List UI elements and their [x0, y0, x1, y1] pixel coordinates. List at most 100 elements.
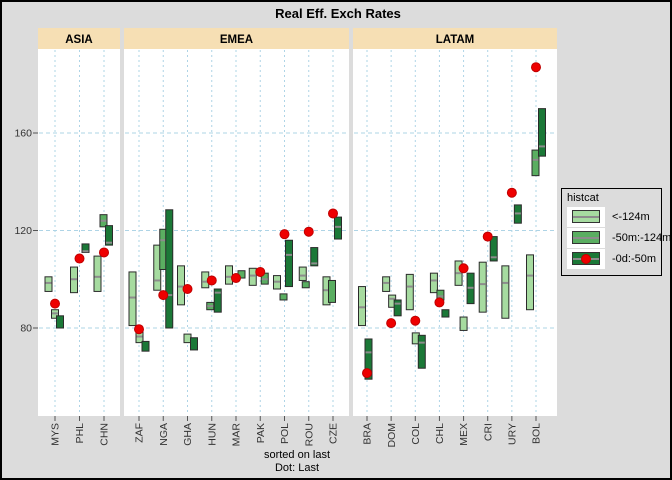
- range-box-light-rou: [298, 266, 307, 281]
- chart-title: Real Eff. Exch Rates: [275, 6, 401, 21]
- legend-items: <-124m -50m:-124m -0d:-50m: [562, 206, 670, 269]
- facet-strip-asia: [38, 28, 120, 49]
- x-axis-label-mar: MAR: [231, 423, 243, 447]
- x-axis-label-bol: BOL: [531, 423, 543, 444]
- range-box-dark-cze: [334, 216, 342, 240]
- y-axis-label-80: 80: [20, 323, 32, 335]
- range-box-dark-chn: [105, 225, 113, 246]
- x-axis-label-cri: CRI: [482, 423, 494, 441]
- x-axis-label-pak: PAK: [255, 423, 267, 443]
- last-value-dot-hun: [206, 275, 217, 286]
- legend-label-0: <-124m: [612, 210, 650, 223]
- last-value-dot-mar: [231, 273, 241, 284]
- y-axis-label-160: 160: [14, 128, 32, 140]
- x-axis-label-chn: CHN: [99, 423, 111, 446]
- range-box-dark-rou: [310, 247, 319, 267]
- range-box-light-dom: [382, 276, 391, 292]
- last-value-dot-bol: [531, 62, 541, 73]
- legend-swatch-dark: [572, 252, 600, 265]
- caption-line-1: sorted on last: [263, 449, 331, 461]
- x-axis-label-bra: BRA: [362, 423, 374, 445]
- range-box-mid-cze: [328, 279, 336, 303]
- range-box-dark-nga: [165, 209, 174, 329]
- range-box-dark-cri: [489, 236, 498, 262]
- facet-strip-label-latam: LATAM: [436, 34, 475, 46]
- legend-key-mid: [567, 227, 605, 248]
- range-box-mid-rou: [301, 281, 310, 289]
- range-box-light-chl: [429, 272, 438, 294]
- legend-dot-icon: [581, 253, 591, 264]
- range-box-light-mex: [459, 316, 468, 331]
- range-box-mid-bol: [531, 149, 540, 177]
- range-box-light-chn: [93, 255, 102, 292]
- legend-median-line: [573, 216, 599, 218]
- x-axis-label-rou: ROU: [303, 423, 315, 446]
- x-axis-label-phl: PHL: [74, 423, 86, 444]
- last-value-dot-cri: [482, 231, 493, 242]
- last-value-dot-mys: [50, 298, 60, 309]
- legend-title: histcat: [567, 192, 599, 204]
- legend-item-1: -50m:-124m: [567, 227, 670, 248]
- range-box-light-bra: [358, 286, 366, 327]
- range-box-light-pak: [248, 267, 257, 286]
- range-box-dark-bra: [364, 338, 373, 380]
- last-value-dot-cze: [328, 208, 338, 219]
- range-box-light-col: [405, 273, 414, 311]
- range-box-dark-phl: [81, 243, 90, 253]
- facet-strip-label-asia: ASIA: [65, 34, 92, 46]
- caption: sorted on last Dot: Last: [217, 449, 377, 475]
- x-axis-label-mex: MEX: [458, 423, 470, 446]
- range-box-light-gha: [183, 333, 192, 344]
- legend-median-line: [573, 237, 599, 239]
- x-axis-label-zaf: ZAF: [134, 423, 146, 443]
- caption-line-2: Dot: Last: [274, 462, 320, 474]
- range-box-light-zaf: [128, 271, 137, 327]
- last-value-dot-bra: [362, 368, 372, 379]
- last-value-dot-phl: [74, 253, 85, 264]
- x-axis-label-dom: DOM: [386, 423, 398, 448]
- x-axis-label-gha: GHA: [182, 423, 194, 446]
- last-value-dot-gha: [182, 284, 193, 294]
- panel-latam: [353, 49, 557, 416]
- last-value-dot-dom: [386, 318, 397, 329]
- range-box-dark-bol: [538, 108, 546, 157]
- range-box-dark-zaf: [141, 340, 150, 352]
- last-value-dot-pol: [279, 229, 290, 240]
- last-value-dot-col: [410, 315, 421, 326]
- range-box-light-gha: [177, 265, 185, 306]
- range-box-dark-col: [417, 334, 426, 369]
- legend-item-0: <-124m: [567, 206, 661, 227]
- range-box-light-ury: [501, 265, 510, 319]
- last-value-dot-mex: [458, 263, 469, 274]
- range-box-dark-pol: [285, 239, 293, 288]
- range-box-dark-gha: [190, 337, 198, 351]
- last-value-dot-zaf: [134, 324, 144, 335]
- facet-strip-emea: [124, 28, 349, 49]
- legend-key-dark: [567, 248, 605, 269]
- legend: histcat <-124m -50m:-124m -0d:-50m: [561, 188, 670, 276]
- range-box-mid-pol: [279, 293, 288, 301]
- range-box-light-mar: [225, 265, 233, 285]
- x-axis-label-hun: HUN: [206, 423, 218, 446]
- range-box-light-mys: [44, 276, 53, 292]
- x-axis-label-col: COL: [410, 423, 422, 445]
- facet-strip-latam: [353, 28, 557, 49]
- x-axis-label-chl: CHL: [434, 423, 446, 444]
- legend-label-1: -50m:-124m: [612, 231, 672, 244]
- legend-item-2: -0d:-50m: [567, 248, 661, 269]
- x-axis-label-nga: NGA: [158, 423, 170, 446]
- last-value-dot-rou: [303, 226, 314, 237]
- x-axis-label-mys: MYS: [50, 423, 62, 446]
- legend-key-light: [567, 206, 605, 227]
- range-box-light-bol: [526, 254, 534, 311]
- legend-swatch-light: [572, 210, 600, 223]
- last-value-dot-pak: [255, 266, 266, 277]
- range-box-dark-mys: [56, 315, 64, 329]
- x-axis-label-pol: POL: [279, 423, 291, 444]
- x-axis-label-ury: URY: [507, 423, 519, 445]
- last-value-dot-chn: [99, 247, 109, 258]
- legend-swatch-mid: [572, 231, 600, 244]
- last-value-dot-ury: [506, 187, 517, 198]
